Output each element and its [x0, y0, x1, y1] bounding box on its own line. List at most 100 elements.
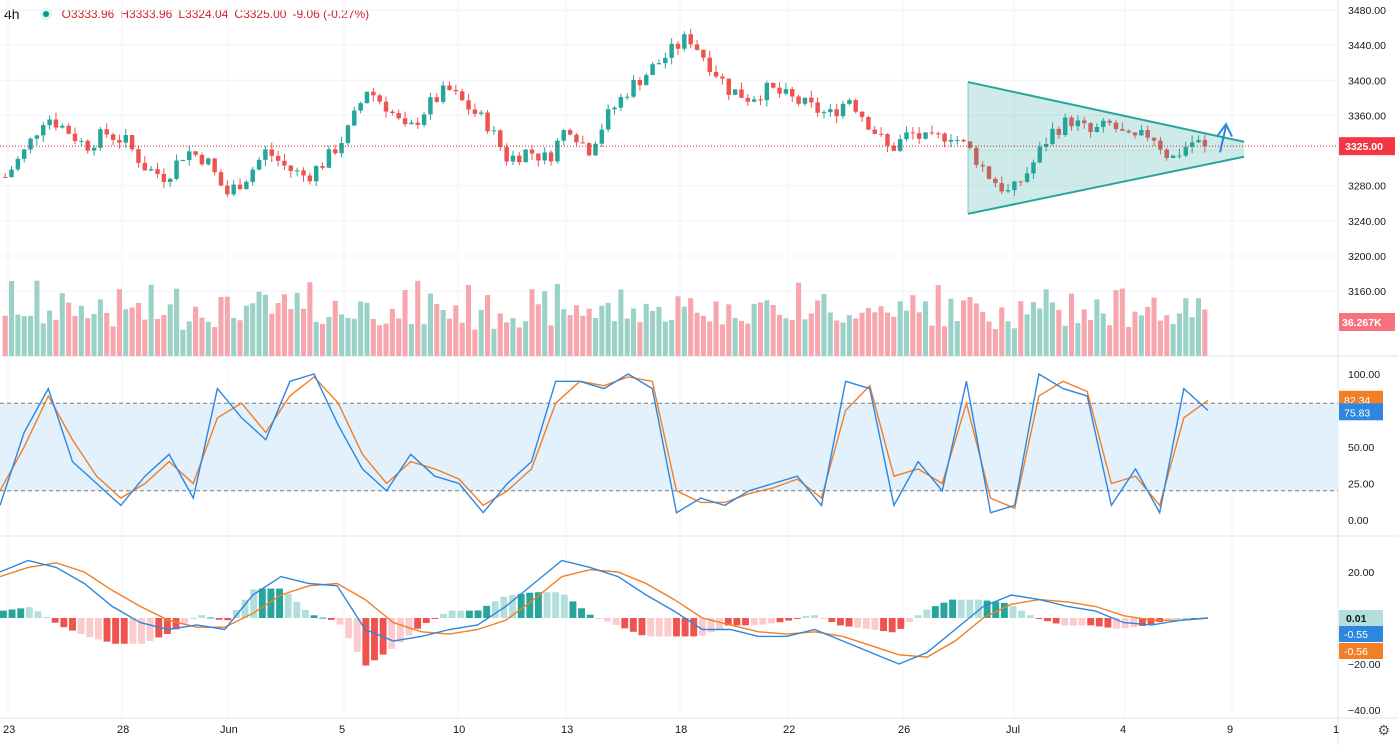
candle-body-159 [1012, 181, 1017, 191]
candle-body-182 [1158, 140, 1163, 150]
candle-body-32 [206, 158, 211, 165]
macd-hist-bar-41 [353, 618, 361, 652]
volume-bar-103 [656, 306, 662, 356]
volume-bar-82 [523, 321, 529, 356]
candle-body-9 [60, 125, 65, 128]
volume-bar-159 [1011, 328, 1017, 356]
last-price-badge [1339, 137, 1395, 156]
settings-gear-icon[interactable]: ⚙ [1377, 722, 1390, 738]
candle-body-97 [618, 96, 624, 108]
candle-body-53 [339, 143, 344, 154]
candle-body-174 [1107, 120, 1112, 123]
macd-hist-bar-21 [181, 618, 189, 624]
candle-body-44 [282, 160, 287, 166]
macd-hist-bar-29 [250, 589, 258, 618]
volume-bar-102 [650, 310, 656, 356]
volume-bar-173 [1100, 313, 1106, 356]
candle-body-112 [713, 71, 719, 77]
macd-hist-bar-98 [845, 618, 853, 627]
x-tick-label-10: 4 [1120, 724, 1126, 736]
macd-hist-bar-135 [1164, 618, 1172, 620]
candle-body-29 [187, 151, 192, 160]
volume-bar-114 [726, 304, 732, 356]
macd-hist-bar-54 [465, 610, 473, 618]
candle-body-76 [485, 112, 490, 132]
triangle-upper-line [967, 81, 1245, 143]
candle-body-51 [326, 149, 332, 168]
macd-hist-bar-6 [51, 618, 59, 623]
volume-bar-154 [980, 311, 986, 356]
candle-body-148 [942, 133, 947, 142]
macd-hist-bar-126 [1087, 618, 1095, 626]
volume-bar-15 [97, 299, 103, 356]
macd-hist-bar-30 [258, 588, 266, 618]
candle-body-187 [1189, 142, 1195, 147]
volume-bar-50 [320, 323, 326, 356]
candle-body-143 [910, 132, 916, 134]
volume-bar-138 [878, 306, 884, 356]
volume-bar-6 [40, 323, 46, 356]
candle-body-46 [294, 170, 300, 172]
volume-bar-110 [700, 315, 706, 356]
price-tick-label-7: 3200.00 [1348, 251, 1386, 263]
volume-bar-31 [199, 317, 205, 356]
candle-body-66 [421, 114, 427, 125]
macd-badge [1339, 626, 1383, 642]
candle-body-12 [79, 140, 84, 142]
macd-hist-bar-45 [388, 618, 396, 649]
candle-body-86 [548, 152, 554, 162]
volume-bar-86 [548, 325, 554, 356]
candle-body-36 [231, 184, 236, 195]
candle-body-124 [790, 89, 795, 97]
x-tick-label-4: 10 [453, 724, 465, 736]
candle-body-164 [1043, 143, 1049, 147]
macd-hist-bar-8 [69, 618, 76, 631]
volume-bar-38 [243, 305, 249, 356]
macd-hist-bar-32 [276, 588, 284, 618]
x-tick-label-1: 28 [117, 724, 129, 736]
macd-value: -0.55 [1344, 629, 1368, 641]
volume-bar-188 [1195, 298, 1202, 356]
volume-bar-43 [275, 302, 281, 356]
candle-body-8 [53, 119, 59, 128]
volume-bar-176 [1119, 288, 1125, 356]
candle-body-121 [770, 82, 776, 88]
macd-hist-bar-49 [422, 618, 430, 624]
volume-bar-10 [66, 302, 72, 356]
candle-body-75 [479, 112, 484, 114]
volume-bar-181 [1151, 297, 1157, 356]
candle-body-110 [701, 49, 706, 58]
macd-hist-bar-80 [690, 618, 698, 637]
macd-hist-bar-28 [241, 599, 249, 618]
macd-hist-bar-36 [310, 615, 318, 618]
macd-tick-label-1: −20.00 [1348, 659, 1381, 671]
x-tick-label-0: 23 [3, 724, 15, 736]
candle-body-47 [301, 170, 306, 176]
volume-bar-112 [713, 301, 719, 356]
macd-hist-badge [1339, 610, 1383, 626]
volume-bar-92 [586, 308, 592, 356]
volume-bar-67 [427, 293, 433, 356]
macd-hist-bar-89 [767, 618, 775, 624]
volume-bar-13 [85, 318, 91, 356]
volume-bar-87 [554, 283, 560, 356]
macd-hist-bar-91 [785, 618, 793, 621]
candle-body-22 [142, 162, 148, 171]
candle-body-169 [1075, 120, 1081, 127]
candle-body-33 [212, 158, 217, 173]
candle-body-137 [872, 129, 877, 134]
candle-body-90 [574, 134, 579, 143]
candle-body-134 [853, 100, 858, 112]
macd-hist-bar-16 [138, 618, 145, 644]
candle-body-14 [91, 147, 97, 151]
candle-body-173 [1101, 120, 1106, 127]
volume-bar-56 [358, 301, 364, 356]
volume-bar-19 [123, 309, 129, 356]
macd-hist-bar-68 [586, 614, 594, 618]
candle-body-83 [529, 149, 535, 154]
candle-body-71 [453, 90, 459, 92]
volume-bar-101 [643, 303, 649, 356]
volume-bar-99 [631, 308, 637, 356]
volume-bar-53 [339, 314, 345, 356]
